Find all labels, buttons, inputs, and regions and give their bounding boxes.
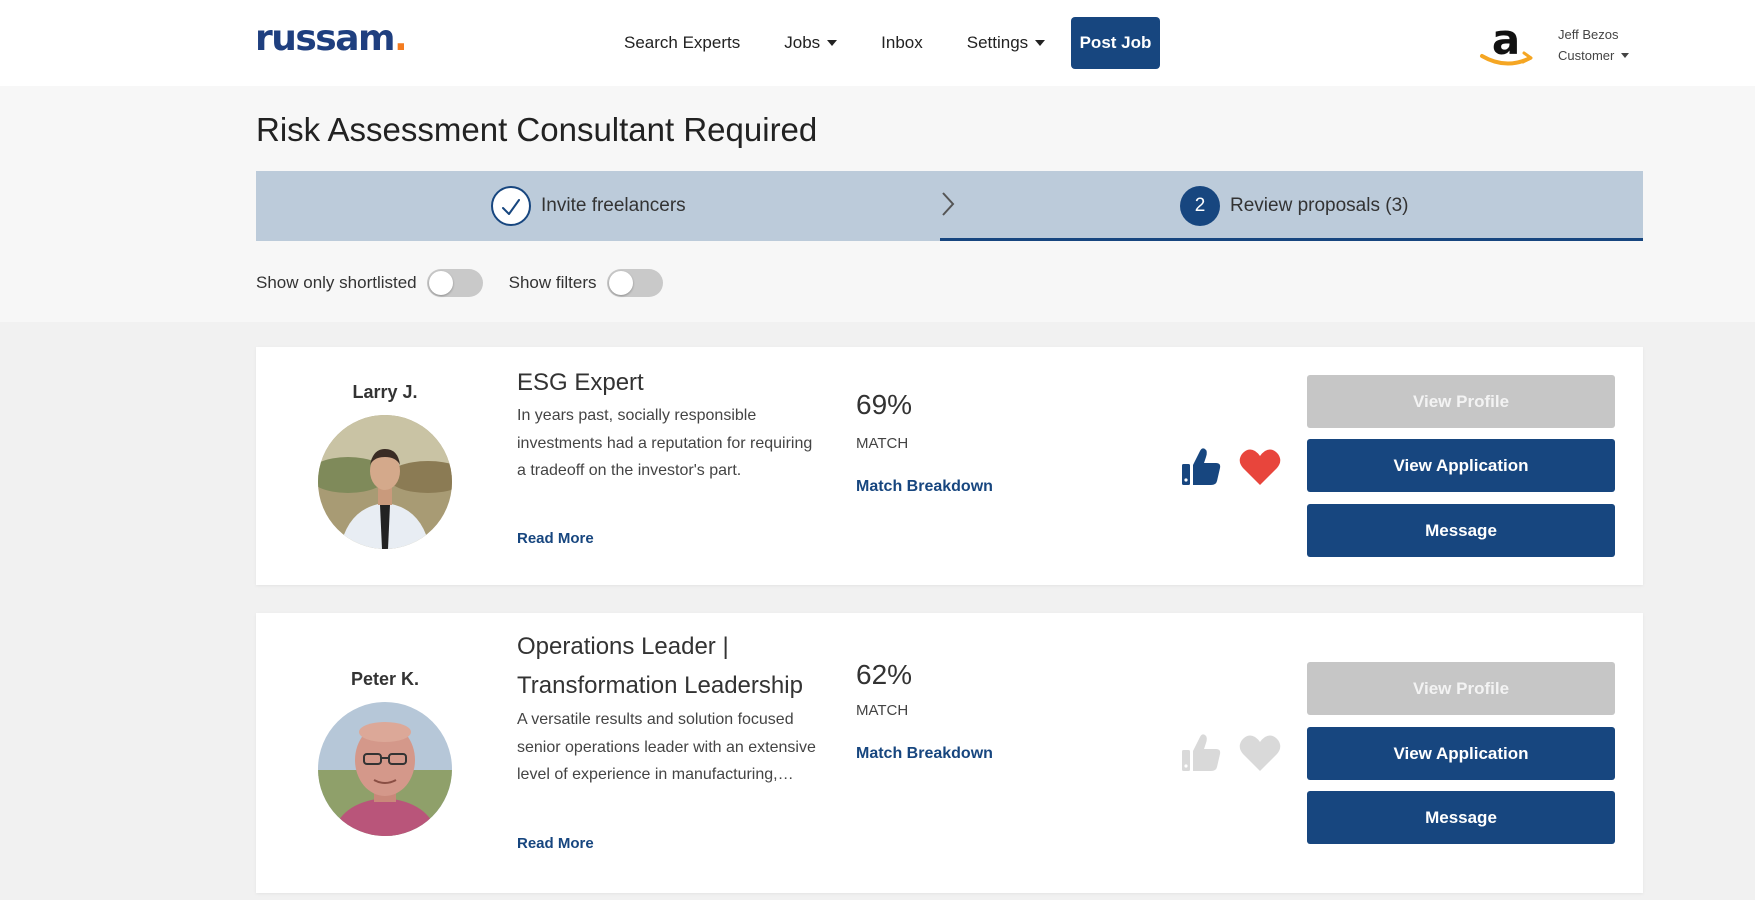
shortlisted-toggle[interactable]: [426, 269, 483, 297]
heart-icon[interactable]: [1238, 447, 1282, 487]
match-breakdown-link[interactable]: Match Breakdown: [856, 478, 993, 495]
top-header: russam. Search Experts Jobs Inbox Settin…: [0, 0, 1755, 86]
match-percent: 69%: [856, 389, 913, 420]
step-number-badge: 2: [1180, 186, 1220, 226]
candidate-name: Larry J.: [352, 382, 418, 402]
caret-down-icon: [1035, 40, 1046, 46]
toggle-row: Show only shortlisted Show filters: [256, 268, 689, 298]
caret-down-icon: [827, 40, 838, 46]
message-button[interactable]: Message: [1307, 504, 1615, 557]
match-label: MATCH: [856, 435, 909, 452]
user-name: Jeff Bezos: [1558, 27, 1619, 42]
filters-toggle[interactable]: [606, 269, 663, 297]
match-label: MATCH: [856, 702, 909, 719]
candidate-card: Peter K. Operations Leader | Transformat…: [256, 613, 1643, 893]
step-review-proposals[interactable]: Review proposals (3): [1230, 195, 1409, 216]
user-role-label: Customer: [1558, 48, 1615, 63]
filters-toggle-label: Show filters: [508, 273, 597, 292]
nav-inbox-label: Inbox: [881, 33, 923, 52]
view-profile-button[interactable]: View Profile: [1307, 662, 1615, 715]
candidate-description: In years past, socially responsible inve…: [517, 407, 813, 479]
thumbs-up-icon[interactable]: [1180, 731, 1222, 773]
nav-search-experts-label: Search Experts: [624, 33, 741, 52]
candidate-avatar[interactable]: [318, 415, 452, 549]
match-percent: 62%: [856, 659, 913, 690]
candidate-name: Peter K.: [350, 669, 420, 689]
thumbs-up-icon[interactable]: [1180, 445, 1222, 487]
logo-dot: .: [394, 18, 408, 59]
nav-settings[interactable]: Settings: [966, 33, 1046, 53]
candidate-card: Larry J. ESG Expert In years past, socia…: [256, 347, 1643, 585]
view-application-button[interactable]: View Application: [1307, 727, 1615, 780]
nav-settings-label: Settings: [966, 33, 1029, 52]
step-progress-bar: Invite freelancers 2 Review proposals (3…: [256, 171, 1643, 241]
heart-icon[interactable]: [1238, 733, 1282, 773]
chevron-right-icon: [942, 192, 955, 216]
user-role: Customer: [1558, 45, 1630, 66]
logo-text: russam: [255, 18, 396, 59]
page-title: Risk Assessment Consultant Required: [256, 111, 818, 148]
toggle-knob: [428, 271, 453, 295]
active-step-underline: [940, 238, 1643, 241]
candidate-avatar[interactable]: [318, 702, 452, 836]
amazon-logo-icon: a: [1480, 20, 1533, 66]
step-completed-check-icon: [491, 186, 531, 226]
match-breakdown-link[interactable]: Match Breakdown: [856, 745, 993, 762]
view-profile-button[interactable]: View Profile: [1307, 375, 1615, 428]
toggle-knob: [608, 271, 633, 295]
nav-inbox[interactable]: Inbox: [881, 33, 923, 53]
read-more-link[interactable]: Read More: [517, 530, 594, 547]
main-nav: Search Experts Jobs Inbox Settings: [624, 17, 1089, 69]
user-menu[interactable]: Jeff Bezos Customer: [1558, 24, 1630, 66]
post-job-button[interactable]: Post Job: [1071, 17, 1160, 69]
step-invite-freelancers[interactable]: Invite freelancers: [541, 195, 686, 216]
nav-jobs-label: Jobs: [784, 33, 821, 52]
svg-text:a: a: [1492, 20, 1520, 64]
russam-logo[interactable]: russam.: [255, 18, 408, 59]
shortlisted-toggle-label: Show only shortlisted: [256, 273, 417, 292]
message-button[interactable]: Message: [1307, 791, 1615, 844]
caret-down-icon: [1621, 53, 1630, 58]
nav-jobs[interactable]: Jobs: [784, 33, 838, 53]
candidate-description: A versatile results and solution focused…: [517, 711, 816, 783]
read-more-link[interactable]: Read More: [517, 835, 594, 852]
nav-search-experts[interactable]: Search Experts: [624, 33, 740, 53]
candidate-title: Operations Leader | Transformation Leade…: [517, 633, 803, 699]
candidate-title: ESG Expert: [517, 369, 644, 396]
view-application-button[interactable]: View Application: [1307, 439, 1615, 492]
